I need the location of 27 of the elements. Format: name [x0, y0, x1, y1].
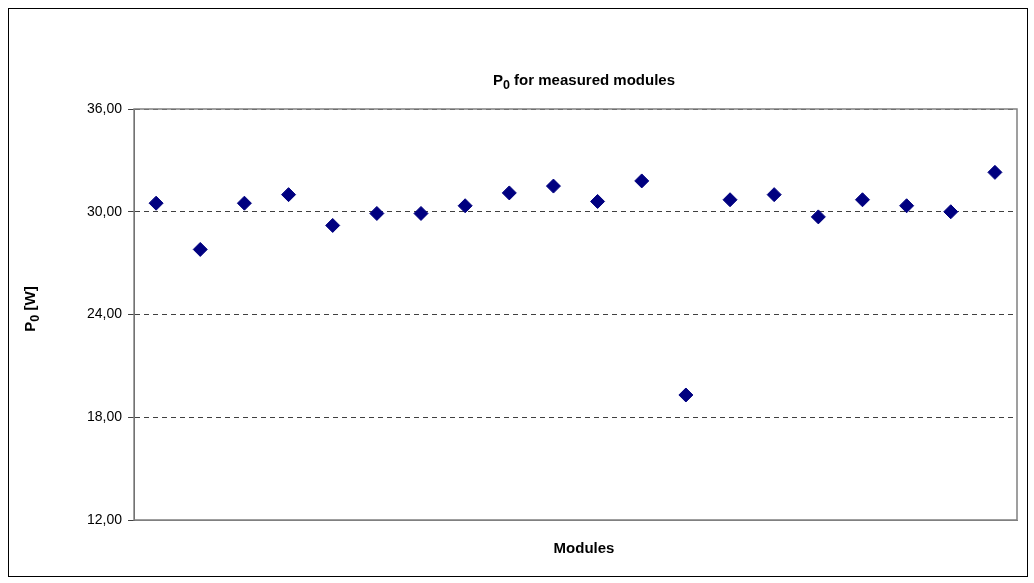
point — [545, 178, 561, 194]
point — [457, 198, 473, 214]
point — [987, 164, 1003, 180]
point — [590, 193, 606, 209]
point — [634, 173, 650, 189]
point — [766, 187, 782, 203]
y-tick-label: 24,00 — [86, 305, 123, 322]
chart-title: P$_{0}$ for measured modules — [492, 71, 676, 92]
point — [413, 205, 429, 221]
point — [810, 209, 826, 225]
point — [148, 195, 164, 211]
point — [943, 204, 959, 220]
y-tick-label: 12,00 — [86, 510, 123, 527]
point — [854, 192, 870, 208]
point — [899, 198, 915, 214]
point — [722, 192, 738, 208]
point — [501, 185, 517, 201]
point — [236, 195, 252, 211]
point — [369, 205, 385, 221]
point — [678, 387, 694, 403]
point — [281, 187, 297, 203]
point — [325, 217, 341, 233]
y-tick-label: 30,00 — [86, 202, 123, 219]
x-axis-title: Modules — [552, 539, 616, 556]
point — [192, 241, 208, 257]
y-tick-label: 36,00 — [86, 99, 123, 116]
y-tick-label: 18,00 — [86, 408, 123, 425]
